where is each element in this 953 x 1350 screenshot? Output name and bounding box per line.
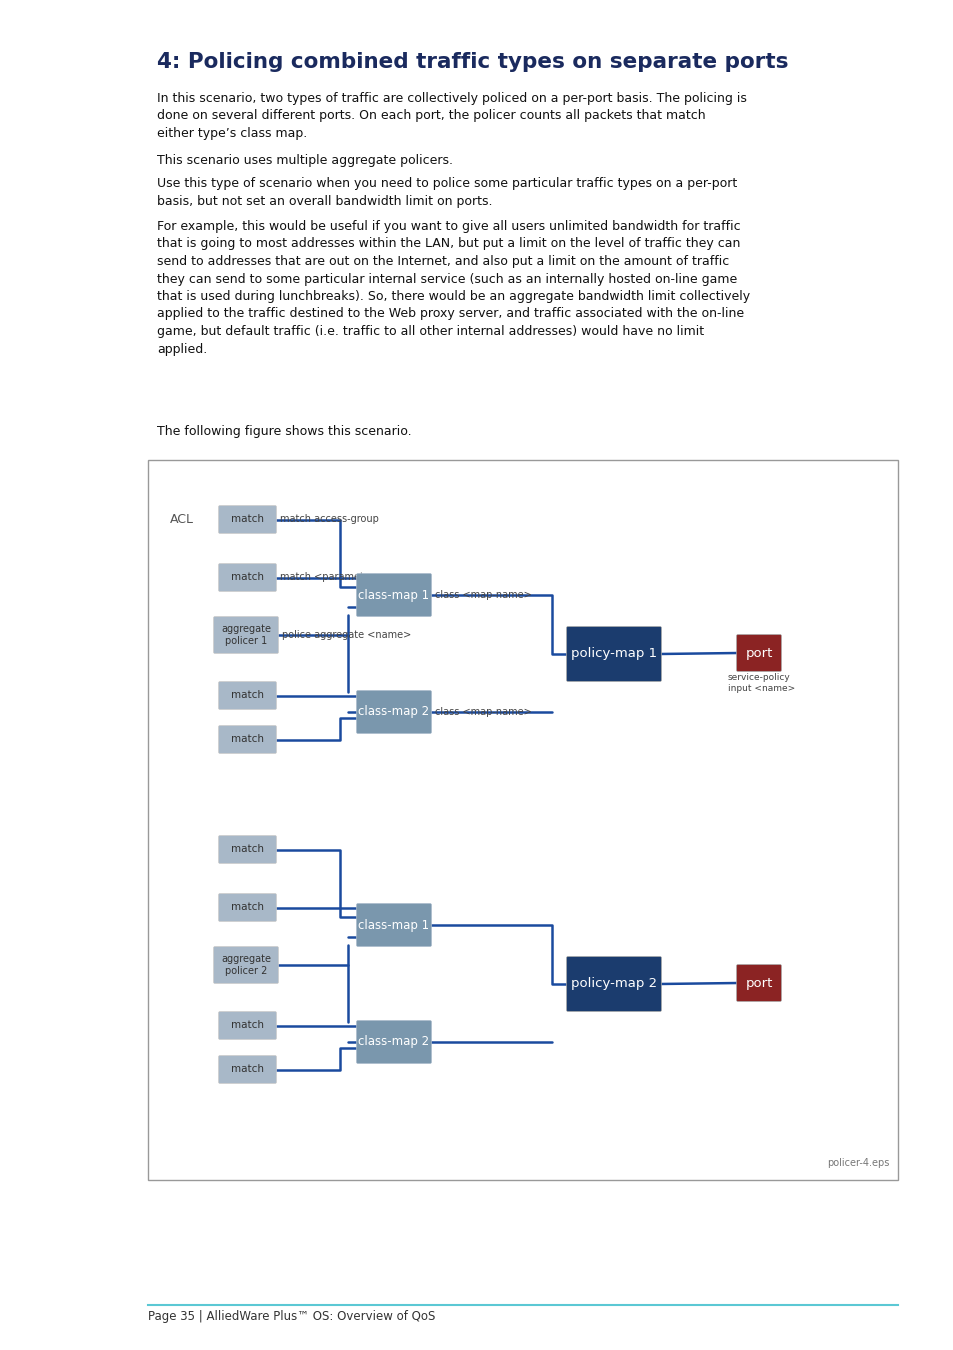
Text: Use this type of scenario when you need to police some particular traffic types : Use this type of scenario when you need … [157,177,737,208]
Text: port: port [744,976,772,990]
Text: match: match [231,572,264,582]
FancyBboxPatch shape [736,964,781,1002]
Text: police aggregate <name>: police aggregate <name> [282,630,411,640]
Text: This scenario uses multiple aggregate policers.: This scenario uses multiple aggregate po… [157,154,453,167]
FancyBboxPatch shape [218,725,276,753]
Text: match: match [231,1065,264,1075]
Text: match: match [231,1021,264,1030]
FancyBboxPatch shape [218,682,276,710]
Text: ACL: ACL [170,513,193,526]
FancyBboxPatch shape [736,634,781,671]
Text: match: match [231,845,264,855]
Text: class-map 2: class-map 2 [358,706,429,718]
FancyBboxPatch shape [218,563,276,591]
Text: match access-group: match access-group [280,514,378,525]
FancyBboxPatch shape [213,617,278,653]
Text: match <parameter>: match <parameter> [280,572,381,582]
FancyBboxPatch shape [218,836,276,864]
Text: match: match [231,514,264,525]
FancyBboxPatch shape [566,957,660,1011]
Text: aggregate
policer 2: aggregate policer 2 [221,954,271,976]
Text: Page 35 | AlliedWare Plus™ OS: Overview of QoS: Page 35 | AlliedWare Plus™ OS: Overview … [148,1310,435,1323]
Text: class <map-name>: class <map-name> [435,590,531,599]
Text: class-map 1: class-map 1 [358,589,429,602]
FancyBboxPatch shape [356,574,431,617]
Text: match: match [231,734,264,744]
FancyBboxPatch shape [356,1021,431,1064]
FancyBboxPatch shape [213,946,278,984]
FancyBboxPatch shape [218,894,276,922]
FancyBboxPatch shape [356,690,431,733]
FancyBboxPatch shape [218,1011,276,1040]
FancyBboxPatch shape [218,1056,276,1084]
Text: class-map 2: class-map 2 [358,1035,429,1049]
Text: class <map-name>: class <map-name> [435,707,531,717]
Text: match: match [231,690,264,701]
Text: policy-map 1: policy-map 1 [570,648,657,660]
Text: In this scenario, two types of traffic are collectively policed on a per-port ba: In this scenario, two types of traffic a… [157,92,746,140]
Text: aggregate
policer 1: aggregate policer 1 [221,624,271,647]
Text: 4: Policing combined traffic types on separate ports: 4: Policing combined traffic types on se… [157,53,788,72]
Text: port: port [744,647,772,660]
FancyBboxPatch shape [566,626,660,682]
Text: For example, this would be useful if you want to give all users unlimited bandwi: For example, this would be useful if you… [157,220,749,355]
FancyBboxPatch shape [356,903,431,946]
Text: The following figure shows this scenario.: The following figure shows this scenario… [157,425,411,437]
Text: class-map 1: class-map 1 [358,918,429,932]
FancyBboxPatch shape [218,505,276,533]
Text: match: match [231,903,264,913]
Text: policy-map 2: policy-map 2 [570,977,657,991]
Text: service-policy
input <name>: service-policy input <name> [727,674,795,693]
Bar [148,460,897,1180]
Text: policer-4.eps: policer-4.eps [827,1158,889,1168]
